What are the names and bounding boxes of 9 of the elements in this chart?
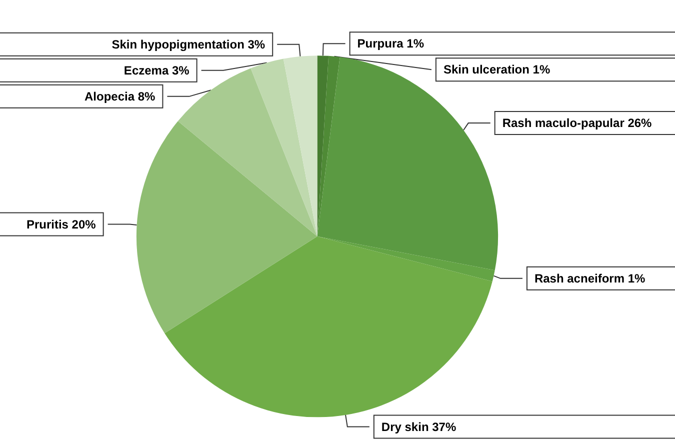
slice-label: Rash maculo-papular 26% — [502, 116, 652, 130]
slice-label: Pruritis 20% — [26, 217, 96, 232]
slice-label: Eczema 3% — [124, 63, 190, 78]
slice-label: Rash acneiform 1% — [534, 271, 646, 286]
slice-label: Alopecia 8% — [84, 89, 156, 104]
slice-label: Dry skin 37% — [381, 420, 456, 434]
slice-label: Skin hypopigmentation 3% — [112, 37, 266, 52]
slice-label: Purpura 1% — [357, 36, 424, 51]
slice-label: Skin ulceration 1% — [443, 62, 550, 77]
